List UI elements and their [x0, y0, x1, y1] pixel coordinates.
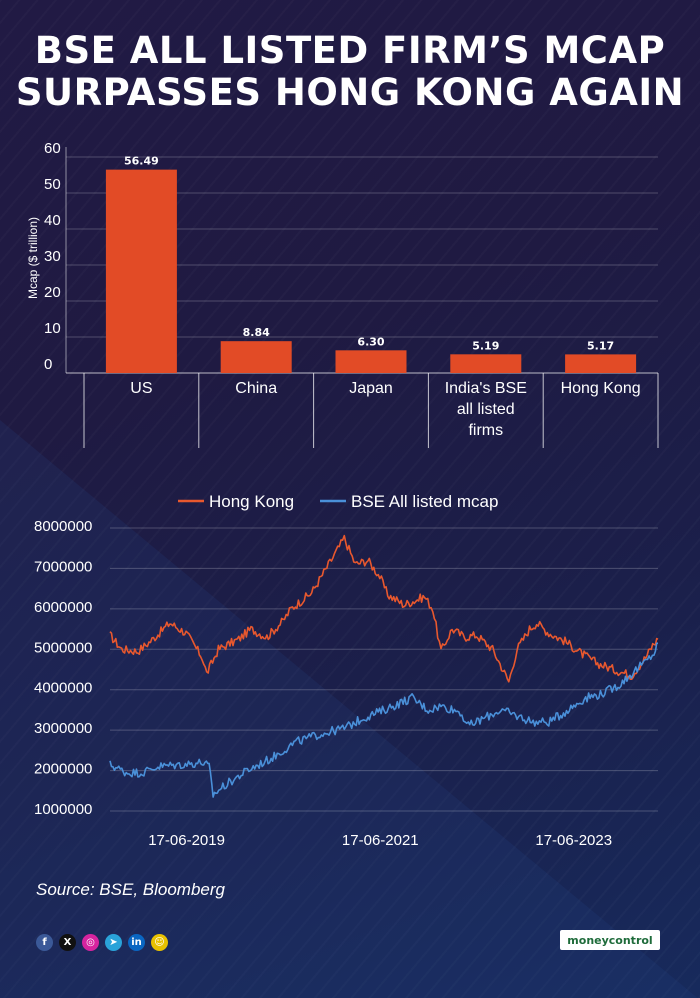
x-tick-label: China: [235, 380, 277, 397]
bar: [335, 350, 407, 373]
bar-chart: 0 10 20 30 40 50 60 Mcap ($ trillion) 56.49 US 8.8…: [26, 140, 659, 448]
x-tick-label: 17-06-2021: [342, 832, 419, 849]
x-tick-label: 17-06-2019: [148, 832, 225, 849]
x-tick-label: 17-06-2023: [535, 832, 612, 849]
y-tick-label: 5000000: [34, 639, 92, 656]
snapchat-icon[interactable]: ☺: [151, 934, 168, 951]
x-tick-label: firms: [468, 422, 503, 439]
y-tick-label: 6000000: [34, 599, 92, 616]
line-chart: 8000000 7000000 6000000 5000000 4000000 30000…: [34, 492, 659, 849]
data-label: 56.49: [124, 155, 159, 168]
y-tick-label: 50: [44, 176, 61, 193]
legend-label: BSE All listed mcap: [351, 492, 498, 511]
bar: [450, 354, 522, 373]
series-line: [109, 642, 659, 798]
data-label: 5.17: [587, 339, 614, 352]
x-tick-label: India's BSE: [445, 380, 527, 397]
y-tick-label: 0: [44, 356, 52, 373]
y-tick-label: 20: [44, 284, 61, 301]
x-tick-label: US: [130, 380, 152, 397]
data-label: 6.30: [357, 335, 384, 348]
x-tick-label: Japan: [349, 380, 393, 397]
y-tick-label: 60: [44, 140, 61, 157]
x-icon[interactable]: X: [59, 934, 76, 951]
page-title: BSE ALL LISTED FIRM’S MCAP SURPASSES HON…: [0, 30, 700, 114]
y-tick-label: 1000000: [34, 801, 92, 818]
linkedin-icon[interactable]: in: [128, 934, 145, 951]
y-tick-label: 30: [44, 248, 61, 265]
legend-label: Hong Kong: [209, 492, 294, 511]
source-note: Source: BSE, Bloomberg: [36, 880, 225, 899]
x-tick-label: Hong Kong: [561, 380, 641, 397]
y-tick-label: 8000000: [34, 518, 92, 535]
x-tick-label: all listed: [457, 401, 515, 418]
social-icons: f X ◎ ➤ in ☺: [36, 934, 168, 951]
title-line-2: SURPASSES HONG KONG AGAIN: [15, 71, 685, 114]
data-label: 8.84: [243, 326, 270, 339]
y-tick-label: 40: [44, 212, 61, 229]
y-tick-label: 2000000: [34, 761, 92, 778]
bar: [105, 169, 177, 373]
title-line-1: BSE ALL LISTED FIRM’S MCAP: [34, 29, 666, 72]
y-tick-label: 3000000: [34, 720, 92, 737]
y-tick-label: 4000000: [34, 680, 92, 697]
y-tick-label: 10: [44, 320, 61, 337]
telegram-icon[interactable]: ➤: [105, 934, 122, 951]
brand-logo: moneycontrol: [560, 930, 660, 950]
series-line: [109, 534, 659, 683]
y-axis-label: Mcap ($ trillion): [26, 217, 40, 299]
data-label: 5.19: [472, 339, 499, 352]
y-tick-label: 7000000: [34, 558, 92, 575]
instagram-icon[interactable]: ◎: [82, 934, 99, 951]
bar: [220, 341, 292, 373]
bar: [565, 354, 637, 373]
facebook-icon[interactable]: f: [36, 934, 53, 951]
